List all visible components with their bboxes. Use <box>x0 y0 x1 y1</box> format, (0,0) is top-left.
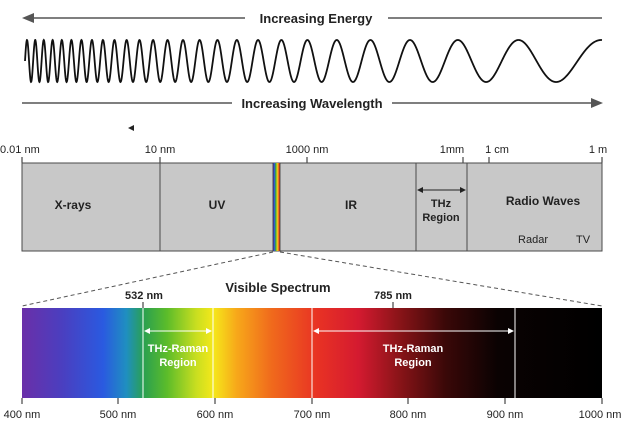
band-dividers <box>159 163 468 251</box>
raman-region-label: THz-Raman <box>148 343 209 355</box>
laser-label-785: 785 nm <box>374 290 412 302</box>
visible-strip <box>273 163 280 251</box>
visible-tick-label: 600 nm <box>197 409 234 421</box>
energy-label: Increasing Energy <box>260 11 373 26</box>
thz-range-arrow <box>417 187 466 193</box>
expansion-lines <box>21 251 603 307</box>
band-label-ir: IR <box>345 198 357 212</box>
band-label-radar: Radar <box>518 234 548 246</box>
visible-scale-ticks <box>21 398 603 404</box>
raman-region-label: THz-Raman <box>383 343 444 355</box>
wavelength-label: Increasing Wavelength <box>241 96 382 111</box>
band-label-tv: TV <box>576 234 591 246</box>
visible-tick-label: 800 nm <box>390 409 427 421</box>
band-label-thz-region: Region <box>422 212 460 224</box>
visible-spectrum-title: Visible Spectrum <box>225 280 330 295</box>
scale-tick-label: 10 nm <box>145 144 176 156</box>
visible-tick-label: 500 nm <box>100 409 137 421</box>
scale-tick-label: 0.01 nm <box>0 144 40 156</box>
raman-region-label: Region <box>159 357 197 369</box>
raman-region-lines <box>142 308 516 398</box>
wavelength-arrow <box>22 98 603 108</box>
visible-tick-label: 700 nm <box>294 409 331 421</box>
scale-tick-label: 1mm <box>440 144 464 156</box>
spectrum-bar <box>21 162 603 252</box>
band-label-xrays: X-rays <box>55 198 92 212</box>
scale-ticks <box>21 157 603 163</box>
scale-tick-label: 1 m <box>589 144 607 156</box>
scale-tick-label: 1000 nm <box>286 144 329 156</box>
scale-tick-label: 1 cm <box>485 144 509 156</box>
raman-arrowheads <box>144 328 514 334</box>
energy-arrow <box>22 13 602 23</box>
laser-label-532: 532 nm <box>125 290 163 302</box>
raman-region-label: Region <box>394 357 432 369</box>
small-arrow-icon <box>128 125 134 131</box>
band-label-thz: THz <box>431 198 452 210</box>
band-label-radio: Radio Waves <box>506 194 581 208</box>
visible-tick-label: 1000 nm <box>579 409 622 421</box>
electromagnetic-wave <box>24 38 603 84</box>
visible-tick-label: 400 nm <box>4 409 41 421</box>
visible-tick-label: 900 nm <box>487 409 524 421</box>
band-label-uv: UV <box>209 198 226 212</box>
